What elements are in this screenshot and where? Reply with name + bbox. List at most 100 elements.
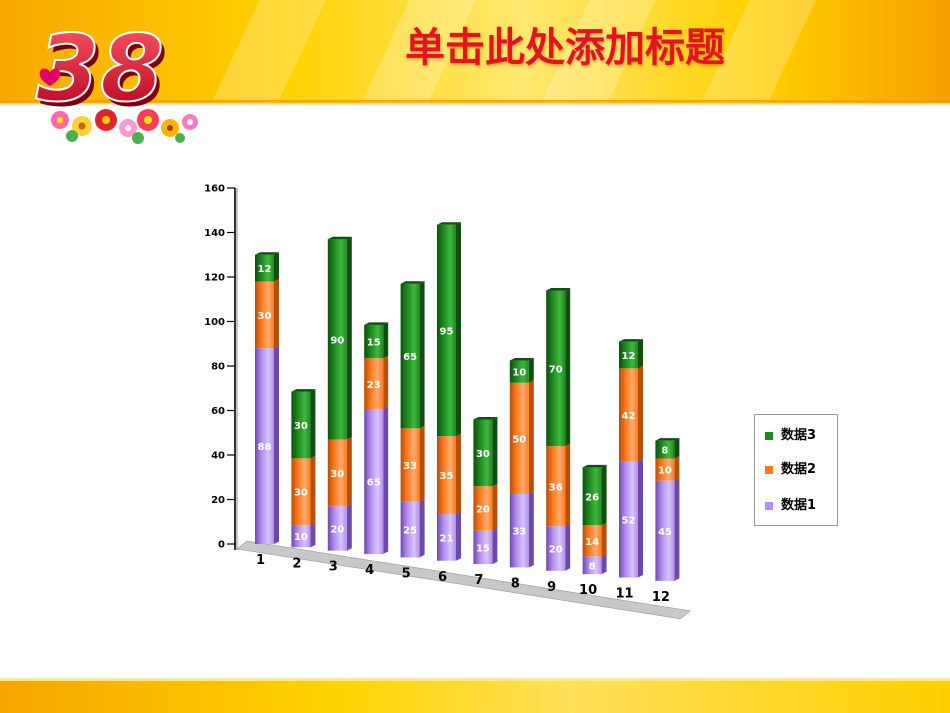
legend-label: 数据1 [781,498,817,513]
bar-side [310,522,316,548]
data-label: 30 [330,469,344,480]
bar-side [528,491,534,568]
data-label: 14 [585,537,599,548]
data-label: 8 [661,446,668,457]
footer-line [0,678,950,681]
bar-side [274,278,279,349]
bar-segment [437,514,456,561]
data-label: 25 [403,526,417,537]
bar-side [601,522,607,557]
bar-top [291,389,316,392]
bar-segment [364,358,384,410]
bar-segment [619,341,638,369]
bar-top [619,339,643,342]
bar-side [674,478,680,581]
legend-label: 数据2 [781,462,817,477]
data-label: 42 [622,411,636,422]
y-tick-label: 20 [211,495,225,506]
data-label: 20 [476,504,490,515]
data-label: 12 [622,351,636,362]
bar-side [674,438,680,459]
bar-side [383,355,389,410]
data-label: 36 [549,482,563,493]
bar-side [274,345,279,544]
bar-segment [400,428,420,502]
chart-floor [236,540,692,620]
y-tick-label: 40 [211,451,225,462]
bar-segment [546,290,566,447]
x-tick-label: 8 [511,576,520,591]
bar-side [419,499,425,558]
data-label: 30 [294,488,308,499]
bar-segment [400,283,420,429]
y-tick-label: 160 [204,184,225,195]
bar-side [674,455,680,481]
data-label: 33 [512,527,526,538]
bar-side [638,365,643,462]
data-label: 35 [440,471,454,482]
bar-segment [327,439,347,507]
data-label: 90 [330,335,344,346]
y-tick-label: 100 [204,317,225,328]
bar-side [601,464,607,526]
svg-text:38: 38 [36,15,164,122]
slide-title[interactable]: 单击此处添加标题 [405,25,725,71]
bar-side [419,425,425,502]
x-tick-label: 1 [256,553,265,568]
legend-swatch-series1 [765,502,773,510]
bar-segment [400,501,420,558]
bar-segment [655,458,675,481]
bar-side [383,406,389,555]
x-tick-label: 11 [615,587,633,602]
data-label: 10 [294,532,308,543]
bar-segment [255,254,274,282]
bar-segment [291,458,311,526]
bar-segment [546,526,566,571]
data-label: 70 [549,364,563,375]
x-tick-label: 3 [329,560,338,575]
y-tick-label: 60 [211,406,225,417]
x-tick-label: 10 [579,583,597,598]
bar-segment [546,446,566,527]
bar-top [255,252,279,255]
bar-segment [582,556,602,575]
data-label: 65 [403,352,417,363]
bar-segment [509,360,529,383]
bar-segment [619,461,638,578]
x-tick-label: 2 [292,556,301,571]
bar-top [655,438,680,441]
bar-segment [473,486,493,531]
legend-label: 数据3 [781,428,817,443]
y-tick-label: 80 [211,362,225,373]
bar-segment [291,391,311,459]
bar-segment [655,480,675,581]
bar-side [601,553,607,575]
bar-segment [582,525,602,557]
data-label: 12 [258,264,272,275]
header-shadow [0,100,950,106]
data-label: 95 [440,326,454,337]
data-label: 20 [549,545,563,556]
x-tick-label: 7 [474,573,483,588]
data-label: 88 [258,442,272,453]
bar-side [492,416,498,487]
bar-side [274,252,279,282]
bar-side [565,523,571,571]
bar-side [456,511,461,561]
bar-segment [291,525,311,548]
data-label: 52 [622,516,636,527]
data-label: 65 [367,478,381,489]
x-tick-label: 4 [365,563,374,578]
bar-side [456,222,461,437]
header-band [0,0,950,103]
data-label: 20 [330,524,344,535]
bar-segment [473,419,493,487]
logo-38-flowers: 38 38 [20,10,210,150]
bar-side [492,528,498,565]
bar-segment [255,281,274,349]
x-tick-label: 6 [438,570,447,585]
data-label: 45 [658,527,672,538]
bar-top [509,358,534,361]
bar-segment [509,382,529,495]
flower-decoration [51,109,198,144]
